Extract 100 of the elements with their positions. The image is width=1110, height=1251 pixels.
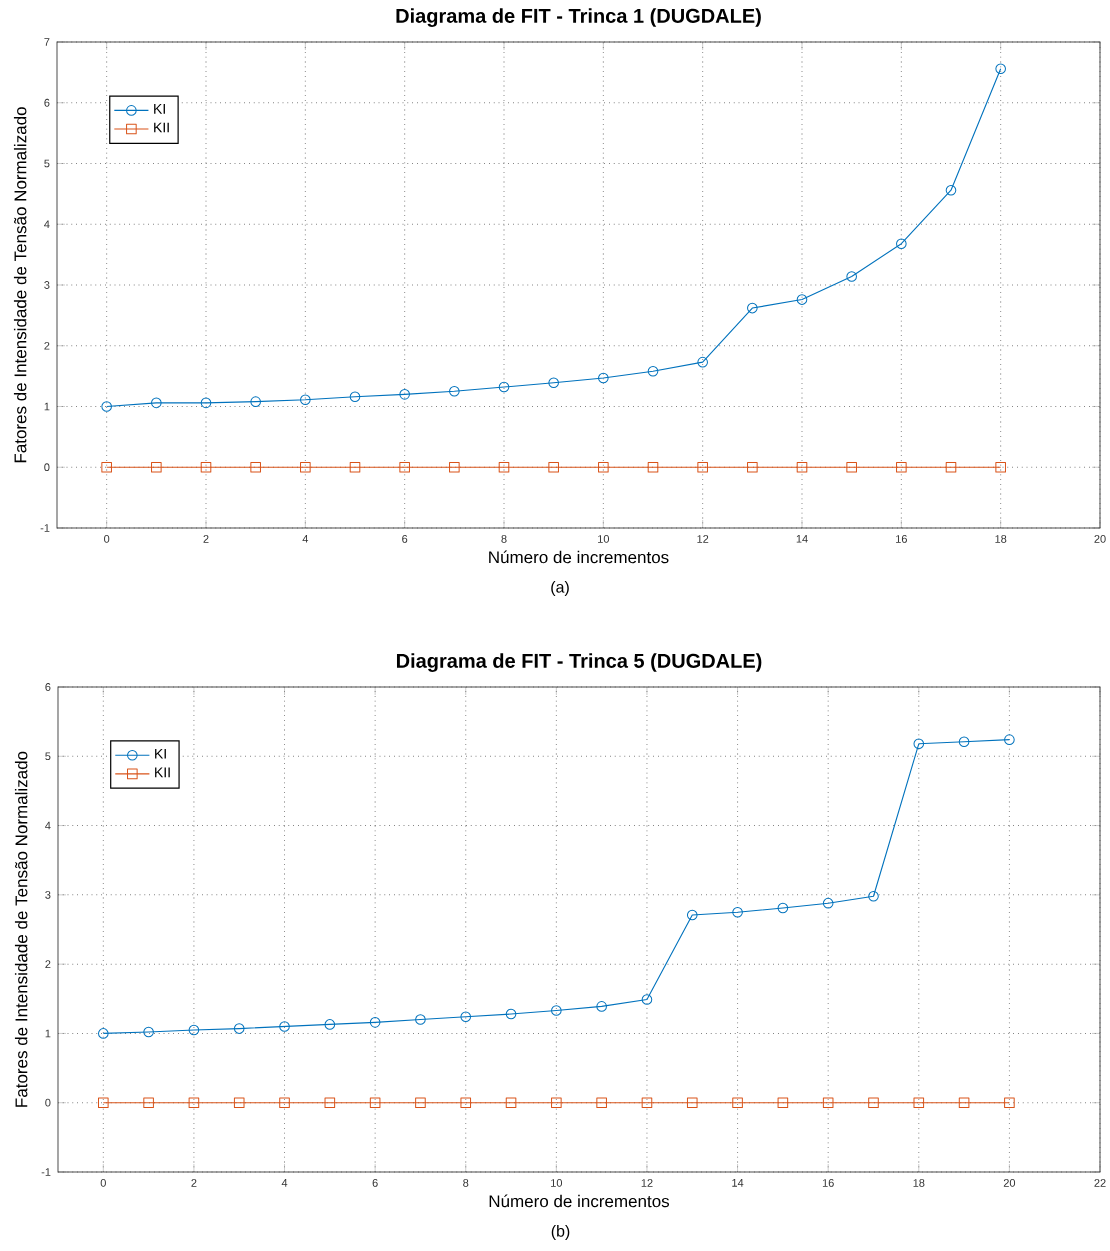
point	[846, 461, 857, 473]
point	[200, 397, 212, 409]
y-tick-label: 7	[44, 38, 50, 46]
point	[505, 1097, 517, 1109]
x-tick-label: 14	[796, 535, 808, 543]
point	[868, 890, 879, 902]
point	[460, 1011, 472, 1023]
y-tick-label: 3	[45, 890, 51, 899]
point	[300, 394, 311, 406]
point	[349, 461, 361, 473]
point	[250, 396, 261, 407]
y-tick-label: 1	[45, 1029, 51, 1038]
point	[279, 1021, 290, 1032]
y-tick-label: 2	[44, 341, 50, 350]
point	[796, 294, 808, 305]
point	[279, 1097, 290, 1109]
point	[551, 1005, 562, 1016]
x-tick-label: 6	[372, 1179, 378, 1187]
point	[647, 365, 659, 377]
point	[143, 1097, 154, 1109]
point	[98, 1028, 109, 1039]
point	[143, 1026, 154, 1038]
point	[551, 1097, 562, 1109]
point	[777, 1097, 789, 1109]
point	[598, 372, 609, 384]
point	[233, 1097, 245, 1109]
x-tick-label: 10	[551, 1179, 563, 1187]
x-tick-label: 0	[104, 535, 110, 543]
x-tick-label: 14	[732, 1179, 744, 1187]
point	[415, 1097, 426, 1109]
point	[747, 461, 758, 473]
point	[822, 897, 834, 909]
y-tick-label: 0	[44, 463, 50, 472]
y-tick-label: 2	[45, 960, 51, 968]
x-tick-label: 12	[641, 1179, 653, 1187]
point	[686, 909, 698, 921]
point	[101, 461, 112, 473]
point	[958, 1097, 970, 1109]
point	[846, 271, 857, 282]
chart-title: Diagrama de FIT - Trinca 1 (DUGDALE)	[396, 8, 761, 27]
x-tick-label: 10	[598, 535, 610, 543]
point	[747, 302, 758, 314]
point	[188, 1097, 200, 1109]
point	[868, 1097, 879, 1109]
point	[697, 356, 708, 368]
point	[399, 461, 410, 473]
x-tick-label: 20	[1003, 1179, 1016, 1187]
point	[896, 238, 907, 249]
x-tick-label: 20	[1094, 535, 1106, 543]
point	[732, 906, 743, 918]
point	[505, 1008, 517, 1020]
x-tick-label: 2	[203, 535, 209, 543]
point	[369, 1097, 381, 1109]
x-tick-label: 6	[402, 535, 408, 543]
point	[945, 461, 957, 473]
point	[415, 1014, 426, 1025]
y-tick-label: 3	[44, 281, 50, 289]
point	[98, 1097, 109, 1109]
text: (a)	[551, 580, 569, 596]
point	[498, 461, 510, 473]
y-tick-label: 4	[45, 821, 51, 830]
point	[598, 461, 609, 473]
point	[369, 1017, 381, 1028]
y-tick-label: 5	[44, 159, 50, 168]
point	[324, 1097, 336, 1109]
point	[641, 1097, 653, 1109]
point	[233, 1023, 245, 1034]
point	[822, 1097, 834, 1109]
x-tick-label: 22	[1094, 1179, 1106, 1187]
x-tick-label: 12	[697, 535, 709, 543]
legend-label: KII	[155, 767, 170, 778]
y-axis-title: Fatores de Intensidade de Tensão Normalizado	[13, 107, 27, 463]
point	[1004, 1097, 1015, 1109]
y-tick-label: -1	[41, 1168, 51, 1176]
x-tick-label: 0	[100, 1179, 106, 1187]
point	[349, 391, 361, 403]
point	[188, 1024, 200, 1036]
point	[796, 461, 808, 473]
x-tick-label: 4	[302, 535, 309, 543]
point	[250, 461, 261, 473]
point	[995, 461, 1006, 473]
y-tick-label: 4	[44, 220, 50, 229]
point	[697, 461, 708, 473]
point	[777, 902, 789, 914]
point	[1004, 734, 1015, 745]
point	[647, 461, 659, 473]
text: (b)	[551, 1224, 570, 1240]
x-tick-label: 16	[822, 1179, 834, 1187]
point	[324, 1019, 336, 1030]
x-tick-label: 18	[913, 1179, 925, 1187]
point	[958, 736, 970, 748]
legend-label: KII	[154, 122, 169, 133]
point	[732, 1097, 743, 1109]
y-axis-title: Fatores de Intensidade de Tensão Normalizado	[14, 751, 28, 1107]
x-tick-label: 8	[501, 535, 507, 543]
point	[548, 377, 559, 389]
point	[686, 1097, 698, 1109]
point	[896, 461, 907, 473]
chart-title: Diagrama de FIT - Trinca 5 (DUGDALE)	[396, 653, 762, 672]
point	[641, 994, 653, 1005]
